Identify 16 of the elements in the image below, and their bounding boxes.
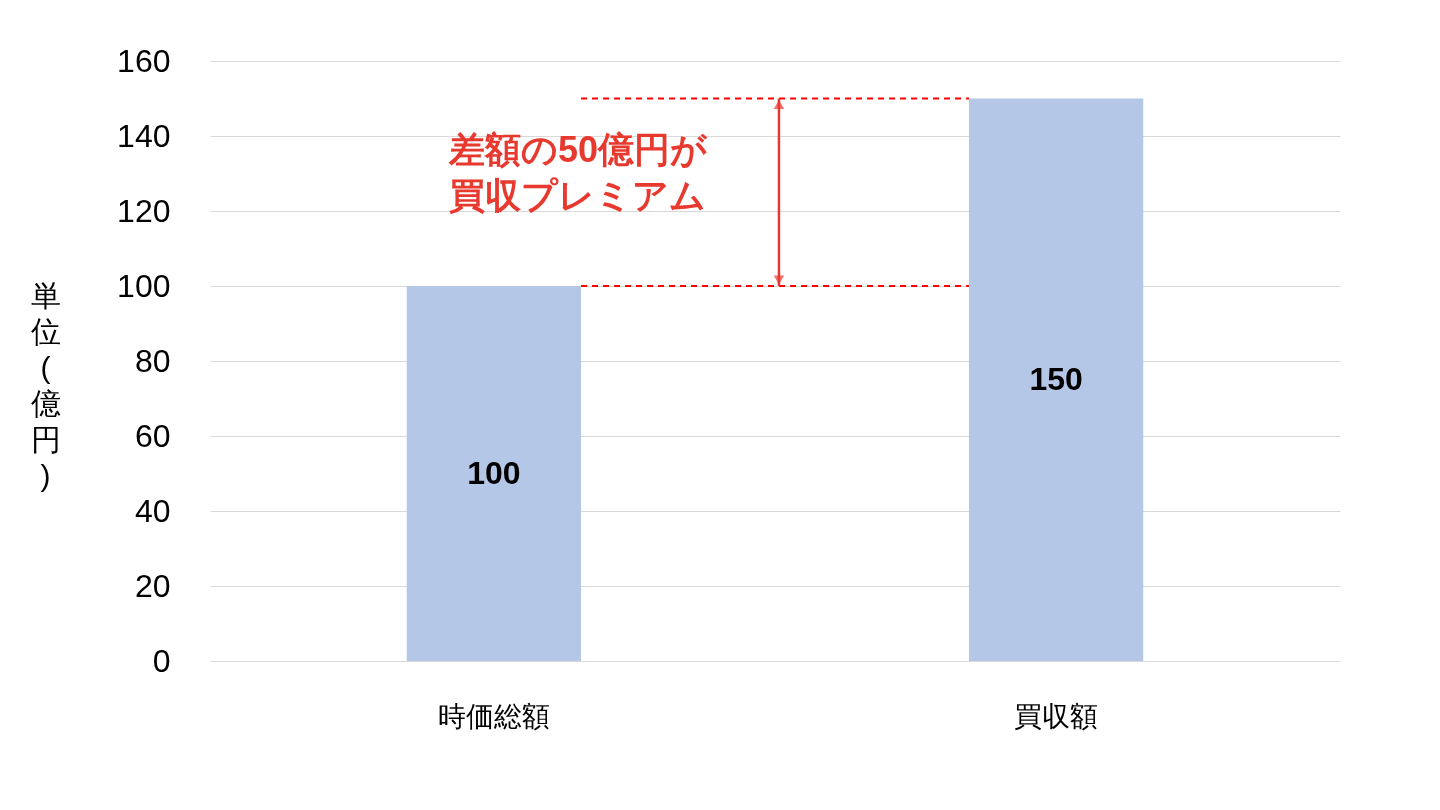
y-axis-title: 単位(億円): [30, 278, 61, 492]
y-tick-label: 0: [152, 642, 171, 679]
y-tick-label: 160: [117, 42, 171, 79]
x-tick-label: 時価総額: [437, 700, 550, 732]
y-tick-label: 100: [117, 267, 171, 304]
annotation: 差額の50億円が: [447, 128, 708, 170]
y-tick-label: 40: [134, 492, 171, 529]
data-label: 100: [467, 454, 521, 491]
y-tick-label: 20: [134, 567, 171, 604]
y-tick-label: 80: [134, 342, 171, 379]
x-tick-label: 買収額: [1014, 700, 1099, 732]
y-tick-label: 140: [117, 117, 171, 154]
annotation: 買収プレミアム: [448, 174, 706, 216]
y-tick-label: 60: [134, 417, 171, 454]
y-tick-label: 120: [117, 192, 171, 229]
data-label: 150: [1029, 360, 1083, 397]
